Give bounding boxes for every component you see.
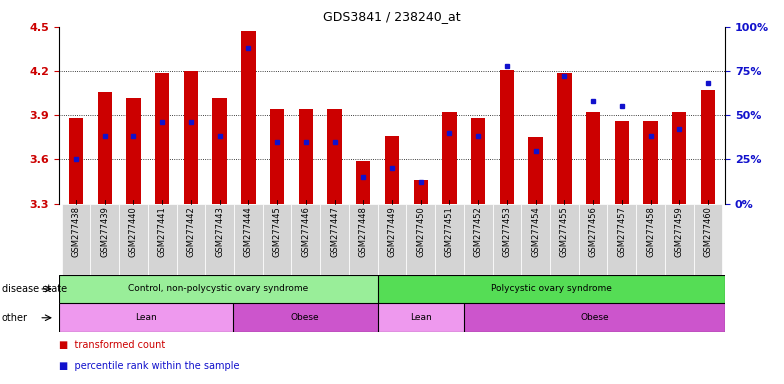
- Text: GSM277451: GSM277451: [445, 206, 454, 257]
- Text: GSM277447: GSM277447: [330, 206, 339, 257]
- Bar: [320, 204, 349, 275]
- Bar: [176, 204, 205, 275]
- Bar: [233, 303, 378, 332]
- Bar: [62, 204, 90, 275]
- Bar: [378, 275, 725, 303]
- Text: other: other: [2, 313, 27, 323]
- Bar: [263, 204, 292, 275]
- Bar: [579, 204, 608, 275]
- Bar: [557, 73, 572, 204]
- Text: Obese: Obese: [291, 313, 319, 322]
- Bar: [69, 118, 83, 204]
- Text: GSM277460: GSM277460: [703, 206, 713, 257]
- Bar: [155, 73, 169, 204]
- Text: Lean: Lean: [410, 313, 432, 322]
- Text: GDS3841 / 238240_at: GDS3841 / 238240_at: [323, 10, 461, 23]
- Bar: [435, 204, 464, 275]
- Text: GSM277449: GSM277449: [387, 206, 397, 257]
- Text: GSM277454: GSM277454: [531, 206, 540, 257]
- Text: GSM277456: GSM277456: [589, 206, 597, 257]
- Bar: [97, 92, 112, 204]
- Bar: [694, 204, 722, 275]
- Text: ■  percentile rank within the sample: ■ percentile rank within the sample: [59, 361, 239, 371]
- Bar: [59, 303, 233, 332]
- Bar: [521, 204, 550, 275]
- Text: GSM277450: GSM277450: [416, 206, 425, 257]
- Text: GSM277459: GSM277459: [675, 206, 684, 257]
- Bar: [636, 204, 665, 275]
- Bar: [148, 204, 176, 275]
- Text: GSM277443: GSM277443: [215, 206, 224, 257]
- Bar: [413, 180, 428, 204]
- Text: GSM277448: GSM277448: [359, 206, 368, 257]
- Bar: [672, 112, 687, 204]
- Text: GSM277458: GSM277458: [646, 206, 655, 257]
- Bar: [406, 204, 435, 275]
- Text: GSM277438: GSM277438: [71, 206, 81, 257]
- Bar: [378, 204, 406, 275]
- Bar: [499, 70, 514, 204]
- Bar: [608, 204, 636, 275]
- Text: GSM277452: GSM277452: [474, 206, 483, 257]
- Bar: [241, 31, 256, 204]
- Bar: [183, 71, 198, 204]
- Text: GSM277444: GSM277444: [244, 206, 253, 257]
- Text: disease state: disease state: [2, 284, 67, 294]
- Text: GSM277439: GSM277439: [100, 206, 109, 257]
- Bar: [378, 303, 464, 332]
- Bar: [270, 109, 285, 204]
- Text: Polycystic ovary syndrome: Polycystic ovary syndrome: [491, 285, 612, 293]
- Text: Obese: Obese: [580, 313, 609, 322]
- Bar: [328, 109, 342, 204]
- Bar: [550, 204, 579, 275]
- Bar: [528, 137, 543, 204]
- Bar: [492, 204, 521, 275]
- Bar: [90, 204, 119, 275]
- Bar: [701, 90, 715, 204]
- Bar: [59, 275, 378, 303]
- Bar: [471, 118, 485, 204]
- Bar: [119, 204, 148, 275]
- Text: GSM277440: GSM277440: [129, 206, 138, 257]
- Bar: [385, 136, 399, 204]
- Bar: [349, 204, 378, 275]
- Bar: [126, 98, 140, 204]
- Bar: [299, 109, 313, 204]
- Text: ■  transformed count: ■ transformed count: [59, 340, 165, 350]
- Bar: [292, 204, 320, 275]
- Text: GSM277446: GSM277446: [301, 206, 310, 257]
- Bar: [234, 204, 263, 275]
- Bar: [665, 204, 694, 275]
- Bar: [442, 112, 456, 204]
- Bar: [586, 112, 601, 204]
- Text: GSM277457: GSM277457: [617, 206, 626, 257]
- Text: Lean: Lean: [135, 313, 157, 322]
- Text: GSM277455: GSM277455: [560, 206, 569, 257]
- Text: Control, non-polycystic ovary syndrome: Control, non-polycystic ovary syndrome: [128, 285, 308, 293]
- Bar: [212, 98, 227, 204]
- Text: GSM277442: GSM277442: [187, 206, 195, 257]
- Bar: [464, 204, 492, 275]
- Bar: [205, 204, 234, 275]
- Bar: [356, 161, 371, 204]
- Bar: [644, 121, 658, 204]
- Text: GSM277445: GSM277445: [273, 206, 281, 257]
- Bar: [615, 121, 629, 204]
- Bar: [464, 303, 725, 332]
- Text: GSM277453: GSM277453: [503, 206, 511, 257]
- Text: GSM277441: GSM277441: [158, 206, 167, 257]
